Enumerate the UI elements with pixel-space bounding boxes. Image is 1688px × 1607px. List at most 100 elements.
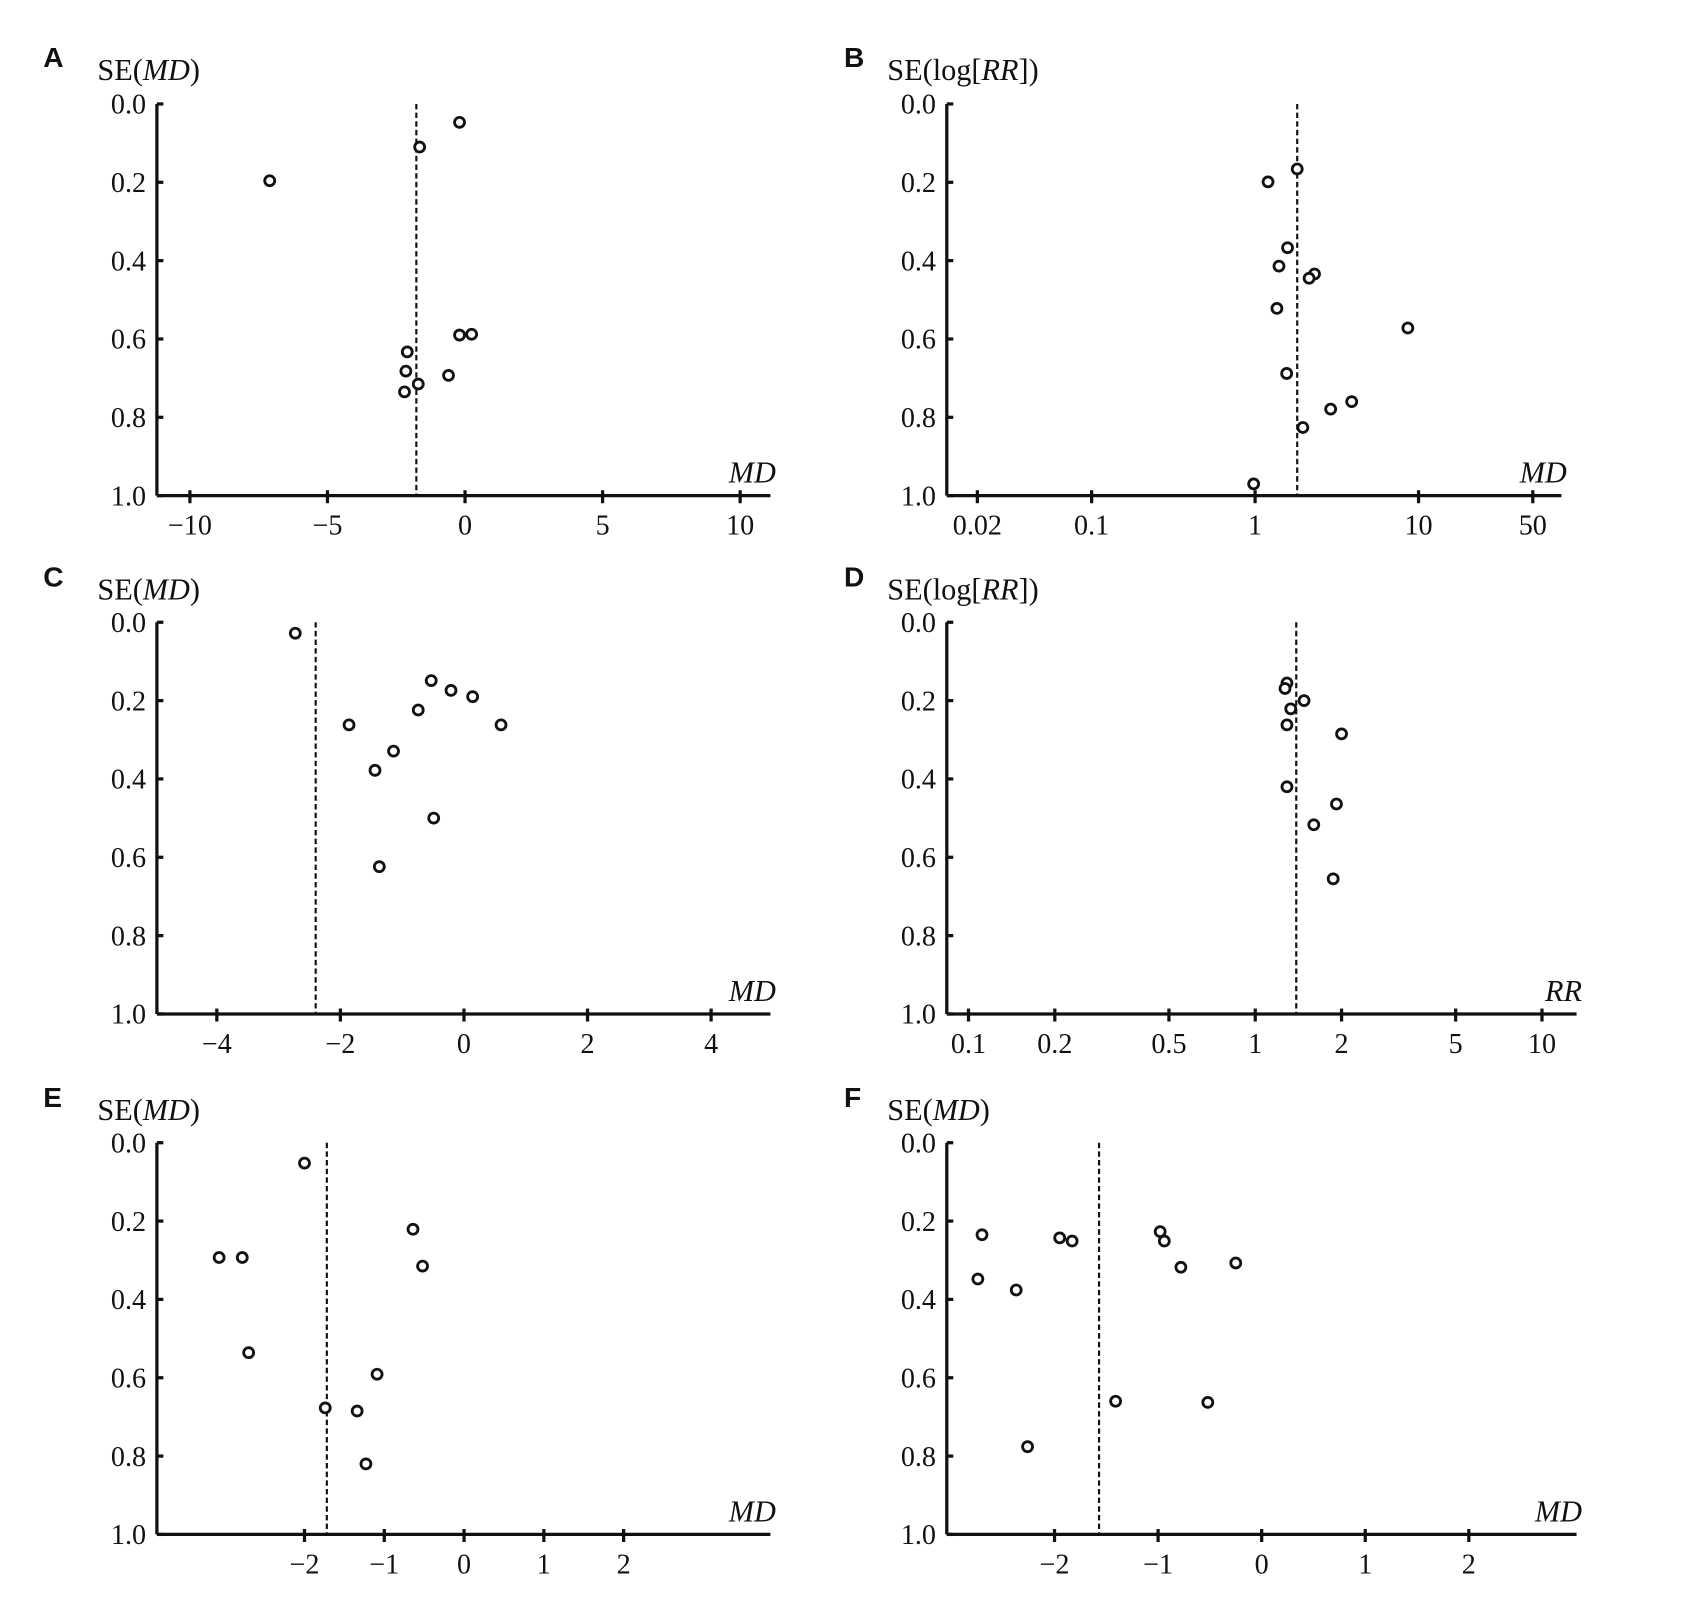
- study-point: [1302, 271, 1316, 285]
- x-tick-label: −1: [1143, 1549, 1173, 1580]
- study-point: [1272, 259, 1286, 273]
- y-axis-label-part: SE(: [887, 1093, 932, 1127]
- y-axis-label-part: ): [190, 53, 200, 87]
- study-point: [1053, 1231, 1067, 1245]
- y-tick-label: 0.6: [111, 843, 146, 874]
- study-point: [971, 1272, 985, 1286]
- y-tick-label: 0.4: [901, 246, 936, 277]
- y-tick-label: 0.6: [901, 325, 936, 356]
- study-point: [1284, 702, 1298, 716]
- x-tick-label: 50: [1519, 511, 1547, 542]
- x-tick-label: 0: [1255, 1549, 1269, 1580]
- study-point: [1281, 241, 1294, 255]
- y-tick-label: 0.4: [901, 765, 936, 796]
- y-axis-label: SE(MD): [97, 53, 200, 87]
- x-tick-label: 2: [581, 1029, 595, 1060]
- panel-letter: B: [844, 42, 864, 73]
- study-point: [1296, 421, 1310, 434]
- y-axis-label-part: MD: [142, 573, 190, 607]
- y-tick-label: 1.0: [111, 1000, 146, 1031]
- study-point: [975, 1228, 989, 1242]
- x-axis-label: MD: [728, 456, 776, 490]
- y-axis-label: SE(MD): [887, 1093, 990, 1127]
- study-point: [1307, 818, 1321, 832]
- study-point: [235, 1251, 249, 1264]
- study-point: [424, 674, 438, 688]
- y-axis-label-part: MD: [142, 53, 190, 87]
- y-axis-label: SE(MD): [97, 1093, 200, 1127]
- study-point: [1278, 682, 1292, 695]
- panel-letter: F: [844, 1082, 861, 1113]
- panel-d: D SE(log[RR])RR0.00.20.40.60.81.00.1 0.2 0.…: [844, 562, 1582, 1060]
- study-point: [465, 327, 479, 341]
- y-tick-label: 0.0: [111, 90, 146, 121]
- study-point: [413, 140, 427, 154]
- panel-letter: E: [43, 1082, 62, 1113]
- study-point: [1290, 162, 1304, 176]
- y-tick-label: 0.6: [111, 325, 146, 356]
- panel-e: E SE(MD)MD0.00.20.40.60.81.0−2 −1 0 1 2: [43, 1082, 776, 1580]
- study-point: [453, 115, 466, 129]
- study-point: [1345, 395, 1359, 409]
- study-point: [400, 345, 414, 359]
- study-point: [350, 1404, 364, 1418]
- study-point: [399, 364, 413, 378]
- x-tick-label: −4: [202, 1029, 232, 1060]
- study-point: [372, 860, 386, 874]
- y-tick-label: 0.4: [901, 1285, 936, 1316]
- y-axis-label-part: ): [980, 1093, 990, 1127]
- study-point: [1229, 1256, 1243, 1270]
- study-point: [1201, 1396, 1215, 1409]
- study-point: [1021, 1440, 1034, 1454]
- y-tick-label: 0.2: [111, 686, 146, 717]
- y-tick-label: 1.0: [111, 481, 146, 512]
- y-axis-label: SE(MD): [97, 573, 200, 607]
- y-axis-label-part: MD: [932, 1093, 980, 1127]
- study-point: [242, 1346, 256, 1360]
- y-tick-label: 1.0: [901, 1520, 936, 1551]
- x-axis-label: MD: [728, 974, 776, 1008]
- x-tick-label: 0.5: [1151, 1029, 1186, 1060]
- panel-letter: A: [43, 42, 63, 73]
- x-axis-label: RR: [1544, 974, 1582, 1008]
- study-point: [406, 1222, 420, 1236]
- panel-letter: D: [844, 562, 864, 593]
- y-tick-label: 0.2: [901, 168, 936, 199]
- x-tick-label: 0.1: [1074, 511, 1109, 542]
- x-tick-label: 1: [1358, 1549, 1372, 1580]
- x-tick-label: −2: [325, 1029, 355, 1060]
- study-point: [1009, 1283, 1023, 1297]
- study-point: [1109, 1394, 1123, 1408]
- y-axis-label-part: SE(: [97, 573, 142, 607]
- study-point: [368, 763, 382, 777]
- study-point: [288, 626, 302, 640]
- y-tick-label: 1.0: [901, 481, 936, 512]
- study-point: [1065, 1234, 1079, 1248]
- y-tick-label: 0.8: [901, 403, 936, 434]
- y-axis-label-part: SE(: [97, 1093, 142, 1127]
- study-point: [1401, 321, 1415, 335]
- study-point: [359, 1457, 373, 1471]
- x-tick-label: 10: [1528, 1029, 1556, 1060]
- study-point: [411, 703, 425, 717]
- x-tick-label: −2: [1040, 1549, 1070, 1580]
- x-axis-label: MD: [728, 1494, 776, 1528]
- y-tick-label: 1.0: [111, 1520, 146, 1551]
- panel-f: F SE(MD)MD0.00.20.40.60.81.0−2 −1 0 1 2: [844, 1082, 1582, 1580]
- y-tick-label: 0.0: [111, 1128, 146, 1159]
- panel-letter: C: [43, 562, 63, 593]
- y-tick-label: 0.4: [111, 246, 146, 277]
- study-point: [1326, 872, 1340, 886]
- x-tick-label: −5: [313, 511, 343, 542]
- y-tick-label: 0.8: [901, 1442, 936, 1473]
- study-point: [1280, 718, 1294, 732]
- y-tick-label: 0.2: [901, 1207, 936, 1238]
- x-tick-label: 1: [1248, 1029, 1262, 1060]
- y-tick-label: 1.0: [901, 1000, 936, 1031]
- y-tick-label: 0.2: [111, 168, 146, 199]
- panel-b: B SE(log[RR]) MD 0.0 0.2 0.4 0.6 0.8 1.0 0.02 0.1 1…: [844, 42, 1567, 541]
- y-axis-label: SE(log[RR]): [887, 573, 1038, 607]
- study-point: [442, 369, 455, 382]
- y-axis-label-part: ]): [1018, 53, 1038, 87]
- y-tick-label: 0.0: [901, 608, 936, 639]
